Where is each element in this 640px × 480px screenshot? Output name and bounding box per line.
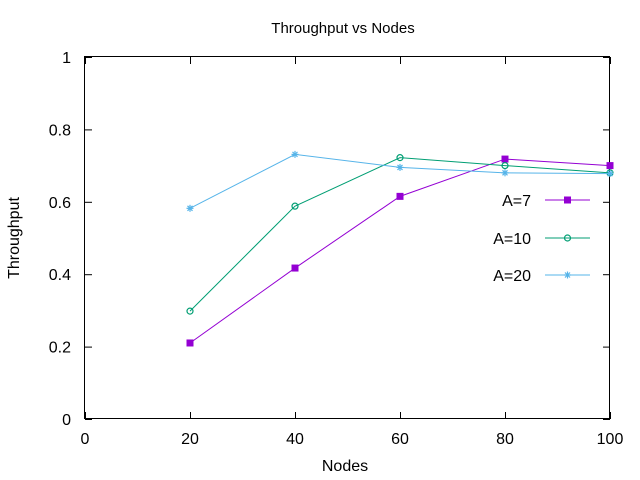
legend-label: A=10 bbox=[493, 231, 531, 248]
y-tick-label: 0.4 bbox=[49, 267, 71, 284]
legend-label: A=7 bbox=[502, 193, 531, 210]
data-point bbox=[291, 264, 299, 272]
x-axis-label: Nodes bbox=[322, 458, 368, 475]
y-tick-label: 0.2 bbox=[49, 340, 71, 357]
data-point bbox=[186, 307, 194, 315]
series-a-10 bbox=[186, 154, 614, 315]
x-tick-label: 0 bbox=[81, 431, 90, 448]
y-tick-label: 1 bbox=[62, 50, 71, 67]
data-point bbox=[186, 339, 194, 347]
data-point bbox=[501, 169, 509, 177]
legend: A=7 A=10 A=20 bbox=[493, 193, 590, 285]
legend-marker bbox=[563, 234, 572, 242]
legend-label: A=20 bbox=[493, 268, 531, 285]
y-tick-label: 0.8 bbox=[49, 122, 71, 139]
series-a-20 bbox=[186, 150, 614, 212]
data-point bbox=[606, 170, 614, 178]
chart-title: Throughput vs Nodes bbox=[271, 20, 414, 37]
series-line bbox=[189, 158, 611, 344]
legend-marker bbox=[564, 271, 571, 279]
data-point bbox=[396, 192, 404, 200]
series-line bbox=[189, 157, 611, 312]
series-a-7 bbox=[186, 155, 614, 347]
data-point bbox=[606, 162, 614, 170]
x-tick-label: 20 bbox=[181, 431, 199, 448]
data-point bbox=[186, 204, 194, 212]
data-point bbox=[291, 202, 299, 210]
data-point bbox=[396, 154, 404, 162]
legend-marker bbox=[564, 196, 571, 204]
axis-ticks: 0 20 40 60 80 100 0 0.2 0.4 0.6 0.8 1 bbox=[49, 50, 624, 448]
series-group bbox=[186, 150, 614, 347]
y-tick-label: 0.6 bbox=[49, 195, 71, 212]
data-point bbox=[396, 163, 404, 171]
x-tick-label: 40 bbox=[286, 431, 304, 448]
x-tick-label: 60 bbox=[391, 431, 409, 448]
data-point bbox=[291, 150, 299, 158]
plot-frame bbox=[84, 56, 610, 419]
x-tick-label: 80 bbox=[496, 431, 514, 448]
y-tick-label: 0 bbox=[62, 412, 71, 429]
data-point bbox=[501, 162, 509, 170]
y-axis-label: Throughput bbox=[6, 197, 23, 279]
data-point bbox=[501, 155, 509, 163]
x-tick-label: 100 bbox=[597, 431, 624, 448]
